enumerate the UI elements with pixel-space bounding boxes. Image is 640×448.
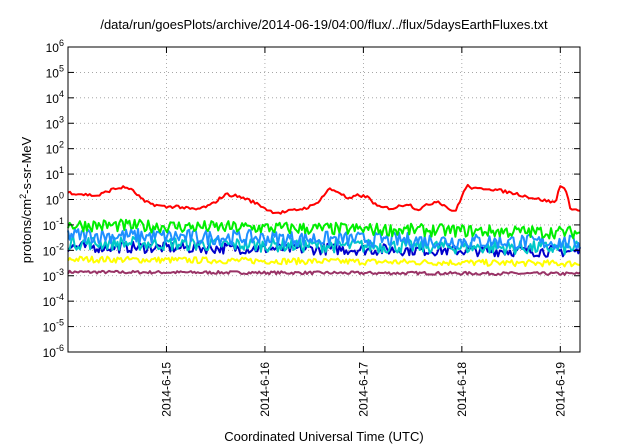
y-tick-base: 10 xyxy=(43,219,57,233)
y-tick-exponent: -2 xyxy=(56,241,64,251)
chart-title: /data/run/goesPlots/archive/2014-06-19/0… xyxy=(100,17,548,32)
x-tick-label: 2014-6-19 xyxy=(553,362,567,417)
series-line xyxy=(67,235,581,256)
y-tick-base: 10 xyxy=(43,321,57,335)
y-tick-base: 10 xyxy=(46,194,60,208)
y-tick-exponent: 1 xyxy=(59,165,64,175)
x-tick-label: 2014-6-18 xyxy=(455,362,469,417)
x-tick-label: 2014-6-15 xyxy=(159,362,173,417)
y-tick-label: 10-1 xyxy=(43,216,64,233)
y-tick-base: 10 xyxy=(46,168,60,182)
x-axis-label: Coordinated Universal Time (UTC) xyxy=(224,429,423,444)
y-tick-base: 10 xyxy=(46,66,60,80)
y-tick-exponent: 5 xyxy=(59,63,64,73)
y-tick-label: 10-4 xyxy=(43,292,64,309)
y-tick-base: 10 xyxy=(43,270,57,284)
y-tick-exponent: -3 xyxy=(56,267,64,277)
y-tick-exponent: 3 xyxy=(59,114,64,124)
y-tick-label: 10-3 xyxy=(43,267,64,284)
y-tick-base: 10 xyxy=(43,244,57,258)
series-line xyxy=(67,228,581,250)
series-line xyxy=(67,269,581,276)
y-tick-exponent: 2 xyxy=(59,140,64,150)
y-tick-label: 10-2 xyxy=(43,241,64,258)
y-tick-exponent: -1 xyxy=(56,216,64,226)
y-tick-label: 104 xyxy=(46,89,64,106)
y-tick-exponent: -6 xyxy=(56,343,64,353)
x-tick-label: 2014-6-16 xyxy=(258,362,272,417)
y-tick-label: 106 xyxy=(46,38,64,55)
y-tick-label: 100 xyxy=(46,191,64,208)
series-line xyxy=(67,240,581,258)
y-tick-exponent: 6 xyxy=(59,38,64,48)
x-axis-ticks: 2014-6-15 2014-6-16 2014-6-17 2014-6-18 2014… xyxy=(159,47,567,417)
x-tick-label: 2014-6-17 xyxy=(356,362,370,417)
y-tick-label: 10-6 xyxy=(43,343,64,360)
y-axis-ticks: 10-610-510-410-310-210-11001011021031041… xyxy=(43,38,580,360)
y-tick-exponent: 4 xyxy=(59,89,64,99)
y-tick-exponent: -5 xyxy=(56,318,64,328)
grid-lines xyxy=(68,47,580,352)
y-tick-base: 10 xyxy=(43,346,57,360)
y-tick-base: 10 xyxy=(43,295,57,309)
y-tick-label: 10-5 xyxy=(43,318,64,335)
y-tick-base: 10 xyxy=(46,117,60,131)
series-line xyxy=(67,183,581,215)
y-axis-label: protons/cm2-s-sr-MeV xyxy=(18,136,34,263)
series-lines xyxy=(67,183,581,276)
y-tick-label: 102 xyxy=(46,140,64,157)
y-tick-exponent: 0 xyxy=(59,191,64,201)
y-tick-base: 10 xyxy=(46,41,60,55)
y-tick-label: 105 xyxy=(46,63,64,80)
y-tick-base: 10 xyxy=(46,92,60,106)
y-tick-exponent: -4 xyxy=(56,292,64,302)
y-tick-base: 10 xyxy=(46,143,60,157)
series-line xyxy=(67,218,581,240)
y-tick-label: 101 xyxy=(46,165,64,182)
y-tick-label: 103 xyxy=(46,114,64,131)
series-line xyxy=(67,255,581,268)
